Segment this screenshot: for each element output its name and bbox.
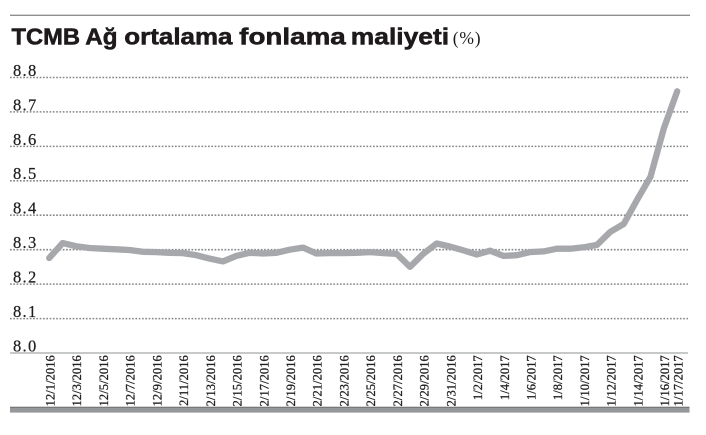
svg-text:12/5/2016: 12/5/2016: [97, 355, 111, 406]
svg-text:Ağ: Ağ: [85, 23, 117, 49]
svg-text:8.4: 8.4: [13, 199, 38, 218]
svg-text:1/2/2017: 1/2/2017: [471, 355, 485, 400]
svg-text:8.0: 8.0: [13, 336, 38, 355]
svg-text:8.2: 8.2: [13, 268, 38, 287]
svg-text:12/11/2016: 12/11/2016: [177, 355, 191, 412]
svg-text:12/15/2016: 12/15/2016: [231, 355, 245, 412]
svg-text:1/14/2017: 1/14/2017: [631, 355, 645, 406]
svg-text:12/9/2016: 12/9/2016: [150, 355, 164, 406]
svg-text:8.5: 8.5: [13, 164, 38, 183]
svg-text:1/10/2017: 1/10/2017: [578, 355, 592, 406]
svg-text:12/13/2016: 12/13/2016: [204, 355, 218, 412]
svg-text:8.7: 8.7: [13, 95, 38, 114]
svg-text:12/25/2016: 12/25/2016: [364, 355, 378, 412]
svg-text:1/4/2017: 1/4/2017: [498, 355, 512, 400]
svg-text:maliyeti: maliyeti: [351, 23, 449, 49]
svg-text:1/6/2017: 1/6/2017: [525, 355, 539, 400]
svg-text:(%): (%): [453, 28, 482, 48]
svg-text:fonlama: fonlama: [239, 23, 347, 49]
svg-text:12/23/2016: 12/23/2016: [338, 355, 352, 412]
svg-text:12/17/2016: 12/17/2016: [257, 355, 271, 412]
svg-text:12/29/2016: 12/29/2016: [418, 355, 432, 412]
svg-text:8.8: 8.8: [13, 61, 38, 80]
svg-text:ortalama: ortalama: [124, 23, 233, 49]
svg-text:12/19/2016: 12/19/2016: [284, 355, 298, 412]
svg-text:8.1: 8.1: [13, 302, 38, 321]
svg-text:12/21/2016: 12/21/2016: [311, 355, 325, 412]
svg-text:12/3/2016: 12/3/2016: [70, 355, 84, 406]
svg-text:8.6: 8.6: [13, 130, 38, 149]
svg-text:12/7/2016: 12/7/2016: [124, 355, 138, 406]
svg-text:1/17/2017: 1/17/2017: [672, 355, 686, 406]
svg-text:8.3: 8.3: [13, 233, 38, 252]
svg-text:12/31/2016: 12/31/2016: [444, 355, 458, 412]
svg-text:12/27/2016: 12/27/2016: [391, 355, 405, 412]
svg-text:1/8/2017: 1/8/2017: [551, 355, 565, 400]
svg-text:1/12/2017: 1/12/2017: [605, 355, 619, 406]
svg-text:12/1/2016: 12/1/2016: [44, 355, 58, 406]
svg-text:TCMB: TCMB: [12, 23, 81, 49]
svg-text:1/16/2017: 1/16/2017: [658, 355, 672, 406]
